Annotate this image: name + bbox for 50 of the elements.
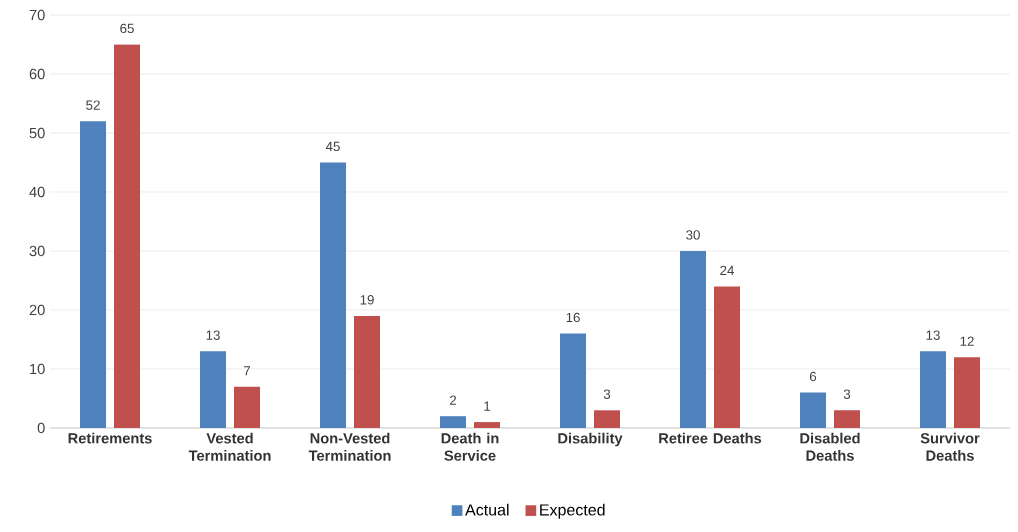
data-label: 24 xyxy=(720,265,735,276)
x-tick-label: Disability xyxy=(558,432,623,447)
y-tick-label: 50 xyxy=(29,127,45,139)
bar xyxy=(953,357,980,428)
y-tick-label: 0 xyxy=(37,422,45,434)
data-label: 7 xyxy=(243,366,251,376)
data-label: 65 xyxy=(120,23,134,34)
x-tick-label: Death in Service xyxy=(441,432,499,461)
x-tick-label: Vested Termination xyxy=(188,432,271,461)
bar xyxy=(680,251,706,428)
y-tick-label: 10 xyxy=(30,363,45,375)
data-label: 52 xyxy=(86,100,100,110)
y-tick-label: 30 xyxy=(29,245,45,257)
bar xyxy=(200,351,227,428)
data-label: 6 xyxy=(809,371,817,382)
data-label: 13 xyxy=(926,330,940,340)
bar xyxy=(114,44,141,428)
data-label: 3 xyxy=(843,389,851,399)
bar xyxy=(594,410,620,428)
bar xyxy=(320,162,346,428)
x-tick-label: Retirements xyxy=(68,432,152,444)
bar xyxy=(714,286,740,428)
data-label: 13 xyxy=(206,330,220,340)
data-label: 1 xyxy=(484,401,491,411)
data-label: 19 xyxy=(360,295,374,305)
legend-label: Expected xyxy=(540,503,605,519)
x-tick-label: Non-Vested Termination xyxy=(308,432,391,461)
bar xyxy=(799,392,826,428)
data-label: 2 xyxy=(449,395,457,405)
y-tick-label: 20 xyxy=(29,304,45,316)
bar xyxy=(80,121,107,428)
data-label: 3 xyxy=(603,389,611,399)
data-label: 12 xyxy=(960,336,974,346)
data-label: 30 xyxy=(686,230,700,240)
legend-label: Actual xyxy=(465,503,509,516)
bar xyxy=(919,351,946,428)
y-tick-label: 70 xyxy=(29,9,45,21)
y-tick-label: 40 xyxy=(29,186,45,198)
bar xyxy=(833,410,860,428)
bar xyxy=(560,333,586,428)
bar xyxy=(474,422,500,428)
data-label: 45 xyxy=(325,141,340,152)
x-tick-label: Retiree Deaths xyxy=(659,432,762,444)
bar xyxy=(354,315,381,428)
x-tick-label: Disabled Deaths xyxy=(800,432,860,461)
bar xyxy=(440,416,466,428)
x-tick-label: Survivor Deaths xyxy=(920,432,980,461)
y-tick-label: 60 xyxy=(29,68,45,80)
data-label: 16 xyxy=(566,312,580,323)
bar xyxy=(234,386,261,428)
